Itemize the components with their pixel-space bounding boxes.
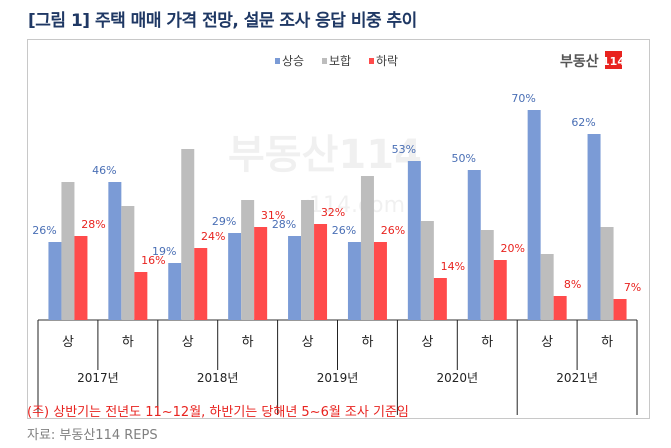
bar-보합 — [61, 182, 75, 320]
bar-하락 — [493, 260, 507, 320]
legend-label-1: 보합 — [329, 54, 351, 68]
data-label: 8% — [564, 278, 581, 291]
data-label: 26% — [32, 224, 56, 237]
bar-하락 — [254, 227, 268, 320]
category-label: 하 — [361, 335, 373, 350]
category-label: 상 — [62, 335, 74, 350]
data-label: 14% — [441, 260, 465, 273]
bar-보합 — [241, 200, 255, 320]
legend-label-2: 하락 — [376, 54, 398, 68]
source-text: 자료: 부동산114 REPS — [27, 428, 158, 443]
data-label: 19% — [152, 245, 176, 258]
data-label: 31% — [261, 209, 285, 222]
watermark-logo: 부동산114 — [228, 132, 422, 178]
bar-하락 — [433, 278, 447, 320]
bar-상승 — [288, 236, 302, 320]
legend-swatch-1 — [322, 58, 327, 64]
bar-하락 — [373, 242, 387, 320]
figure-title: [그림 1] 주택 매매 가격 전망, 설문 조사 응답 비중 추이 — [28, 11, 417, 31]
bar-하락 — [553, 296, 567, 320]
category-label: 상 — [182, 335, 194, 350]
data-label: 46% — [92, 164, 116, 177]
bar-상승 — [108, 182, 122, 320]
bar-보합 — [301, 200, 315, 320]
bar-상승 — [527, 110, 541, 320]
category-label: 하 — [242, 335, 254, 350]
group-label: 2020년 — [437, 371, 479, 385]
bar-보합 — [181, 149, 195, 320]
bar-보합 — [600, 227, 614, 320]
data-label: 24% — [201, 230, 225, 243]
data-label: 7% — [624, 281, 641, 294]
bar-하락 — [613, 299, 627, 320]
legend-swatch-0 — [275, 58, 280, 64]
category-label: 하 — [601, 335, 613, 350]
bar-하락 — [194, 248, 208, 320]
data-label: 28% — [272, 218, 296, 231]
category-label: 상 — [421, 335, 433, 350]
data-label: 32% — [321, 206, 345, 219]
data-label: 29% — [212, 215, 236, 228]
group-label: 2017년 — [77, 371, 119, 385]
category-label: 하 — [122, 335, 134, 350]
data-label: 53% — [392, 143, 416, 156]
data-label: 62% — [571, 116, 595, 129]
category-label: 상 — [541, 335, 553, 350]
category-label: 하 — [481, 335, 493, 350]
bar-상승 — [587, 134, 601, 320]
group-label: 2018년 — [197, 371, 239, 385]
chart-area — [27, 39, 650, 419]
bar-상승 — [48, 242, 62, 320]
data-label: 70% — [511, 92, 535, 105]
data-label: 26% — [381, 224, 405, 237]
data-label: 26% — [332, 224, 356, 237]
bar-상승 — [228, 233, 242, 320]
bar-보합 — [540, 254, 554, 320]
bar-하락 — [134, 272, 148, 320]
watermark-url: r114.com — [300, 193, 405, 218]
logo-badge-text: 114 — [602, 55, 625, 68]
group-label: 2021년 — [556, 371, 598, 385]
bar-하락 — [314, 224, 328, 320]
data-label: 50% — [452, 152, 476, 165]
bar-보합 — [360, 176, 374, 320]
data-label: 16% — [141, 254, 165, 267]
logo-badge — [605, 51, 622, 69]
bar-하락 — [74, 236, 88, 320]
bar-보합 — [420, 221, 434, 320]
data-label: 28% — [81, 218, 105, 231]
data-label: 20% — [501, 242, 525, 255]
category-label: 상 — [302, 335, 314, 350]
footnote: (주) 상반기는 전년도 11~12월, 하반기는 당해년 5~6월 조사 기준… — [27, 405, 409, 420]
bar-보합 — [121, 206, 135, 320]
bar-상승 — [467, 170, 481, 320]
group-label: 2019년 — [317, 371, 359, 385]
bar-상승 — [407, 161, 421, 320]
logo-text: 부동산 — [560, 53, 599, 70]
bar-보합 — [480, 230, 494, 320]
legend-label-0: 상승 — [282, 54, 304, 68]
bar-상승 — [168, 263, 182, 320]
legend-swatch-2 — [369, 58, 374, 64]
bar-상승 — [347, 242, 361, 320]
